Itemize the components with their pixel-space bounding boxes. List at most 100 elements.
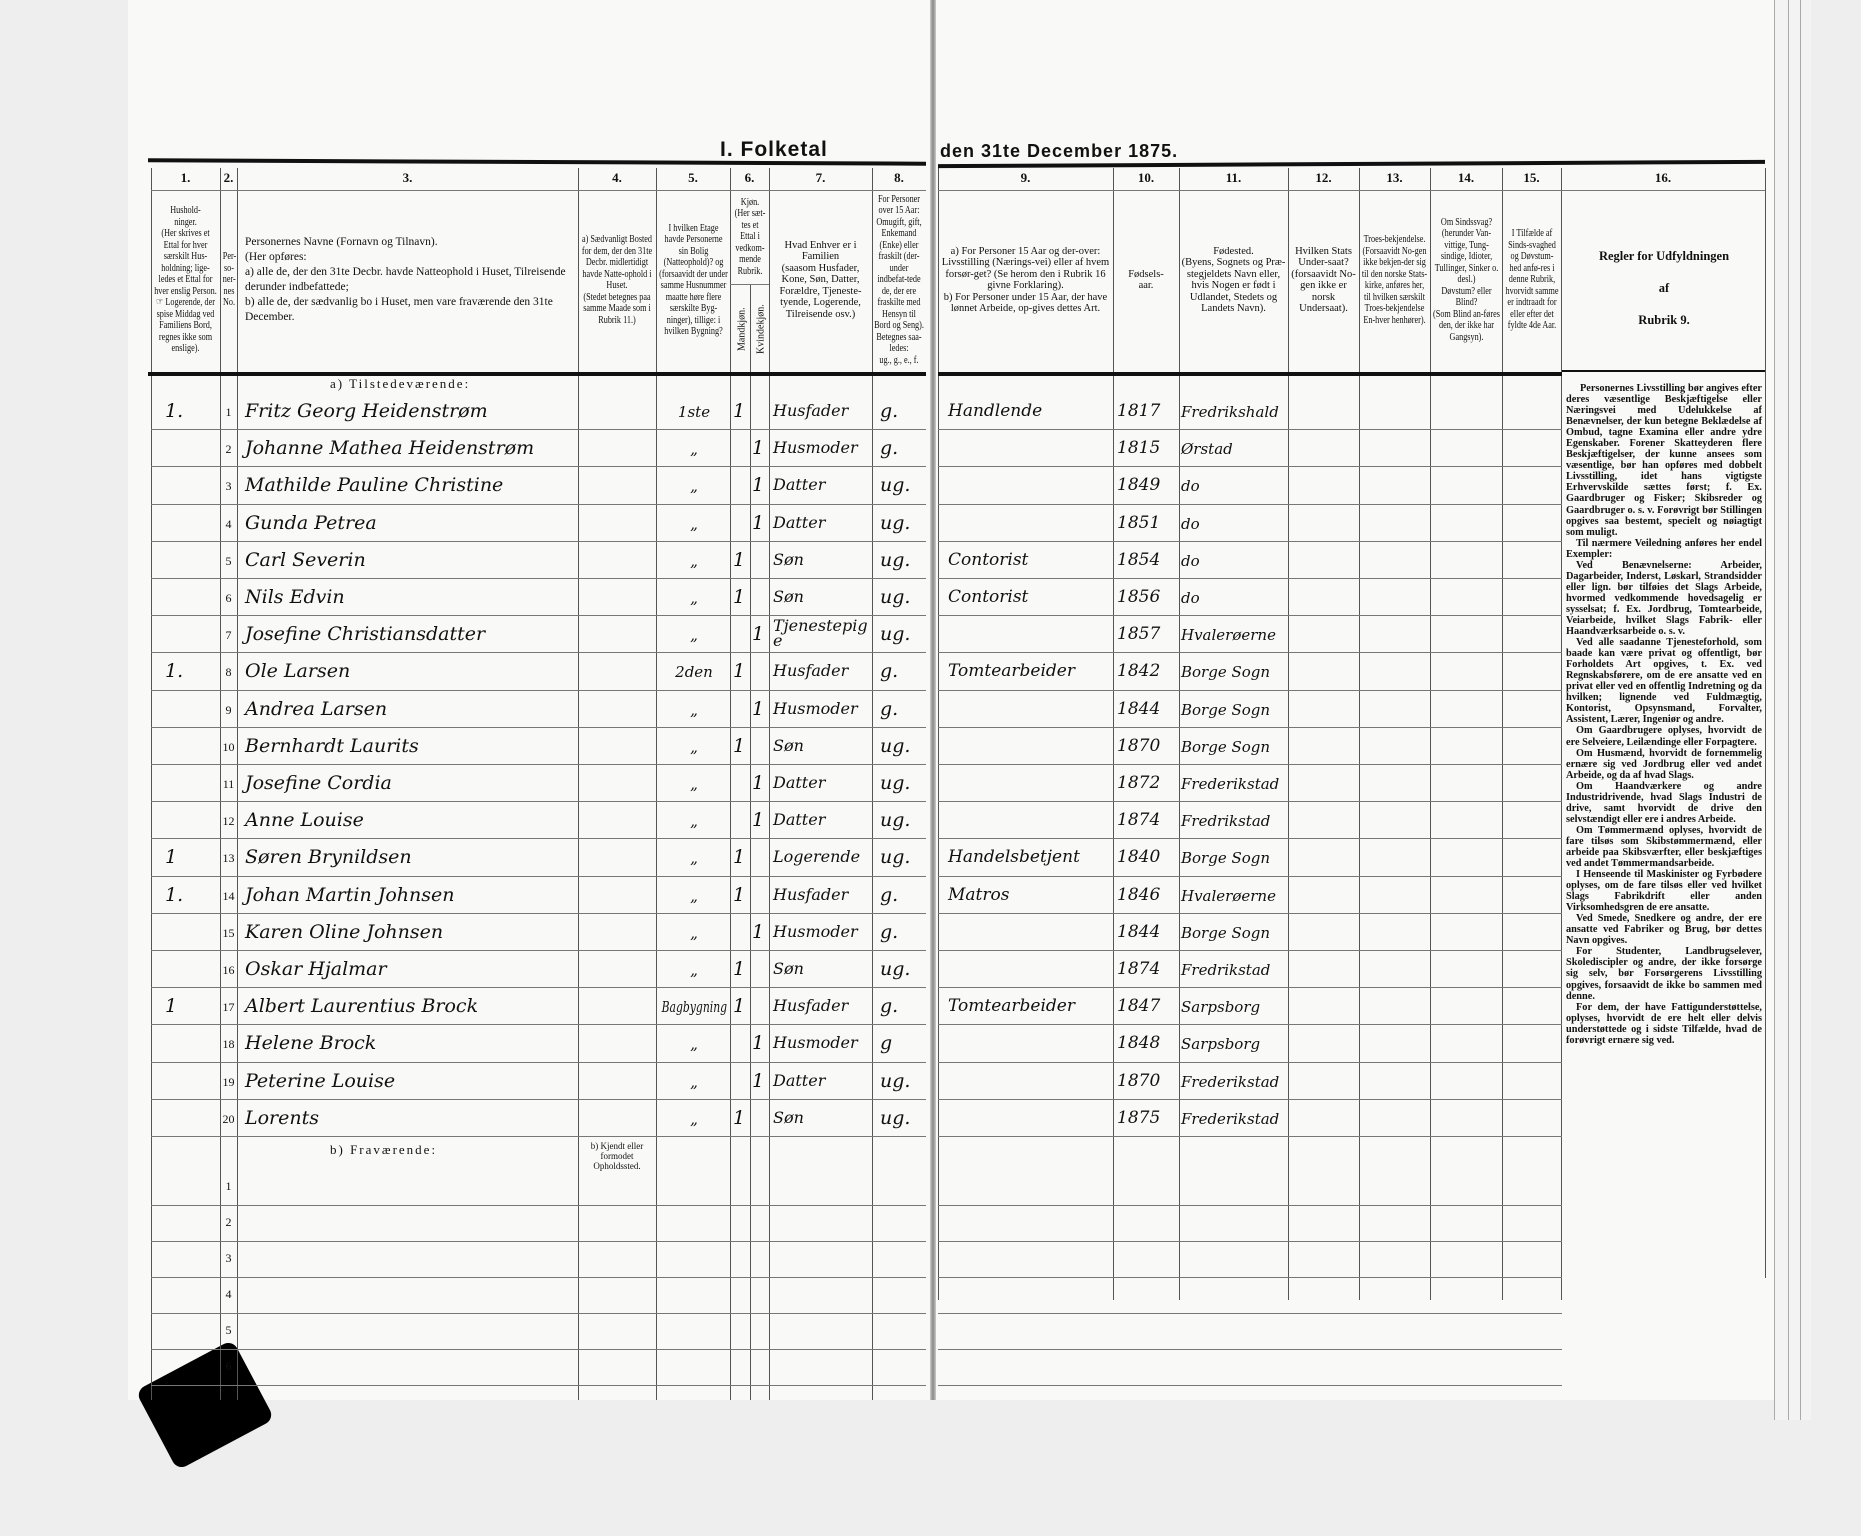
rules-title: Regler for Udfyldningen af Rubrik 9. <box>1598 249 1730 327</box>
divider <box>730 284 769 285</box>
family-role: Datter <box>773 810 826 830</box>
row-line <box>151 1061 926 1063</box>
etage: „ <box>690 849 698 868</box>
divider <box>938 190 1765 191</box>
column-header: a) Sædvanligt Bosted for dem, der den 31… <box>578 192 656 368</box>
birthplace: Hvalerøerne <box>1181 626 1276 645</box>
civil-status: ug. <box>880 1106 911 1129</box>
birth-year: 1815 <box>1117 438 1161 459</box>
male-mark: 1 <box>733 548 746 571</box>
etage: „ <box>690 1035 698 1054</box>
row-line <box>151 950 926 951</box>
row-line <box>151 1024 926 1026</box>
column-number: 9. <box>1020 170 1031 185</box>
title-left: I. Folketal <box>720 138 828 161</box>
person-number: 9 <box>225 702 232 717</box>
row-line <box>151 689 926 691</box>
column-header-text: Hvad Enhver er i Familien (saasom Husfad… <box>779 239 862 320</box>
household-mark: 1 <box>165 846 178 869</box>
female-mark: 1 <box>752 437 765 460</box>
birth-year: 1817 <box>1117 401 1161 421</box>
row-line <box>938 578 1562 579</box>
male-mark: 1 <box>733 958 746 980</box>
rules-text: Personernes Livsstilling bør angives eft… <box>1566 383 1762 1046</box>
column-header: Fødsels- aar. <box>1113 192 1179 368</box>
person-name: Carl Severin <box>245 548 366 571</box>
household-mark: 1. <box>165 400 184 422</box>
column-divider <box>1430 168 1431 1300</box>
person-name: Oskar Hjalmar <box>245 958 387 980</box>
etage: „ <box>690 551 698 570</box>
rule-paragraph: Til nærmere Veiledning anføres her endel… <box>1566 537 1762 560</box>
person-name: Fritz Georg Heidenstrøm <box>245 400 488 422</box>
rule-paragraph: Om Haandværkere og andre Industridrivend… <box>1566 780 1762 825</box>
family-role: Søn <box>773 549 804 569</box>
person-name: Mathilde Pauline Christine <box>245 474 504 497</box>
birthplace: Fredrikshald <box>1181 403 1279 421</box>
civil-status: g. <box>880 883 899 906</box>
row-line <box>938 1277 1562 1278</box>
person-name: Andrea Larsen <box>245 697 388 720</box>
column-header-text: Troes-bekjendelse. (Forsaavidt No-gen ik… <box>1361 234 1428 326</box>
civil-status: ug. <box>880 958 911 980</box>
divider <box>151 190 926 191</box>
household-mark: 1. <box>165 883 184 906</box>
birthplace: Sarpsborg <box>1181 1035 1261 1054</box>
occupation: Matros <box>948 884 1010 905</box>
column-number: 1. <box>180 170 191 185</box>
male-mark: 1 <box>733 846 746 869</box>
column-header: Om Sindssvag? (herunder Van-vittige, Tun… <box>1430 192 1502 368</box>
birth-year: 1875 <box>1117 1107 1161 1128</box>
occupation: Handlende <box>948 401 1043 421</box>
birth-year: 1874 <box>1117 810 1161 831</box>
birthplace: Frederikstad <box>1181 1109 1280 1128</box>
family-role: Søn <box>773 735 804 755</box>
birthplace: Borge Sogn <box>1181 923 1271 942</box>
etage: „ <box>690 626 698 645</box>
family-role: Datter <box>773 512 826 532</box>
occupation: Contorist <box>948 587 1029 607</box>
row-line <box>938 1313 1562 1314</box>
column-number: 13. <box>1386 170 1403 185</box>
column-header-text: Per- so- ner- nes No. <box>222 251 236 309</box>
birth-year: 1870 <box>1117 1070 1161 1091</box>
occupation: Tomtearbeider <box>948 996 1075 1017</box>
row-line <box>938 950 1562 951</box>
person-name: Peterine Louise <box>245 1069 396 1092</box>
birth-year: 1842 <box>1117 661 1161 682</box>
family-role: Husmoder <box>773 921 858 941</box>
absent-row-number: 2 <box>225 1215 232 1229</box>
row-line <box>151 1136 926 1137</box>
rule-paragraph: For dem, der have Fattigunderstøttelse, … <box>1566 1001 1762 1046</box>
rule-paragraph: Ved Smede, Snedkere og andre, der ere an… <box>1566 913 1762 947</box>
row-line <box>151 1313 926 1314</box>
column-divider <box>769 168 770 1400</box>
column-divider <box>1765 168 1766 1278</box>
person-name: Gunda Petrea <box>245 511 377 534</box>
person-name: Nils Edvin <box>245 586 345 608</box>
column-divider <box>1502 168 1503 1300</box>
column-divider <box>656 168 657 1400</box>
person-number: 1 <box>225 405 232 419</box>
rule-paragraph: Ved Benævnelserne: Arbeider, Dagarbeider… <box>1566 559 1762 638</box>
rule-paragraph: Ved alle saadanne Tjenesteforhold, som b… <box>1566 637 1762 726</box>
row-line <box>151 726 926 728</box>
row-line <box>938 838 1562 840</box>
family-role: Husmoder <box>773 438 858 458</box>
column-divider <box>1288 168 1289 1300</box>
family-role: Datter <box>773 773 826 792</box>
person-number: 3 <box>225 479 232 494</box>
person-name: Johanne Mathea Heidenstrøm <box>245 437 535 460</box>
row-line <box>938 726 1562 728</box>
person-name: Søren Brynildsen <box>245 846 412 869</box>
person-number: 19 <box>222 1074 235 1089</box>
person-number: 14 <box>222 888 235 903</box>
row-line <box>938 689 1562 691</box>
etage: „ <box>690 477 698 496</box>
column-header: Per- so- ner- nes No. <box>220 192 237 368</box>
etage: „ <box>690 737 698 756</box>
section-present: a) Tilstedeværende: <box>330 376 471 391</box>
birth-year: 1844 <box>1117 921 1161 942</box>
birth-year: 1872 <box>1117 773 1161 793</box>
male-mark: 1 <box>733 995 746 1018</box>
